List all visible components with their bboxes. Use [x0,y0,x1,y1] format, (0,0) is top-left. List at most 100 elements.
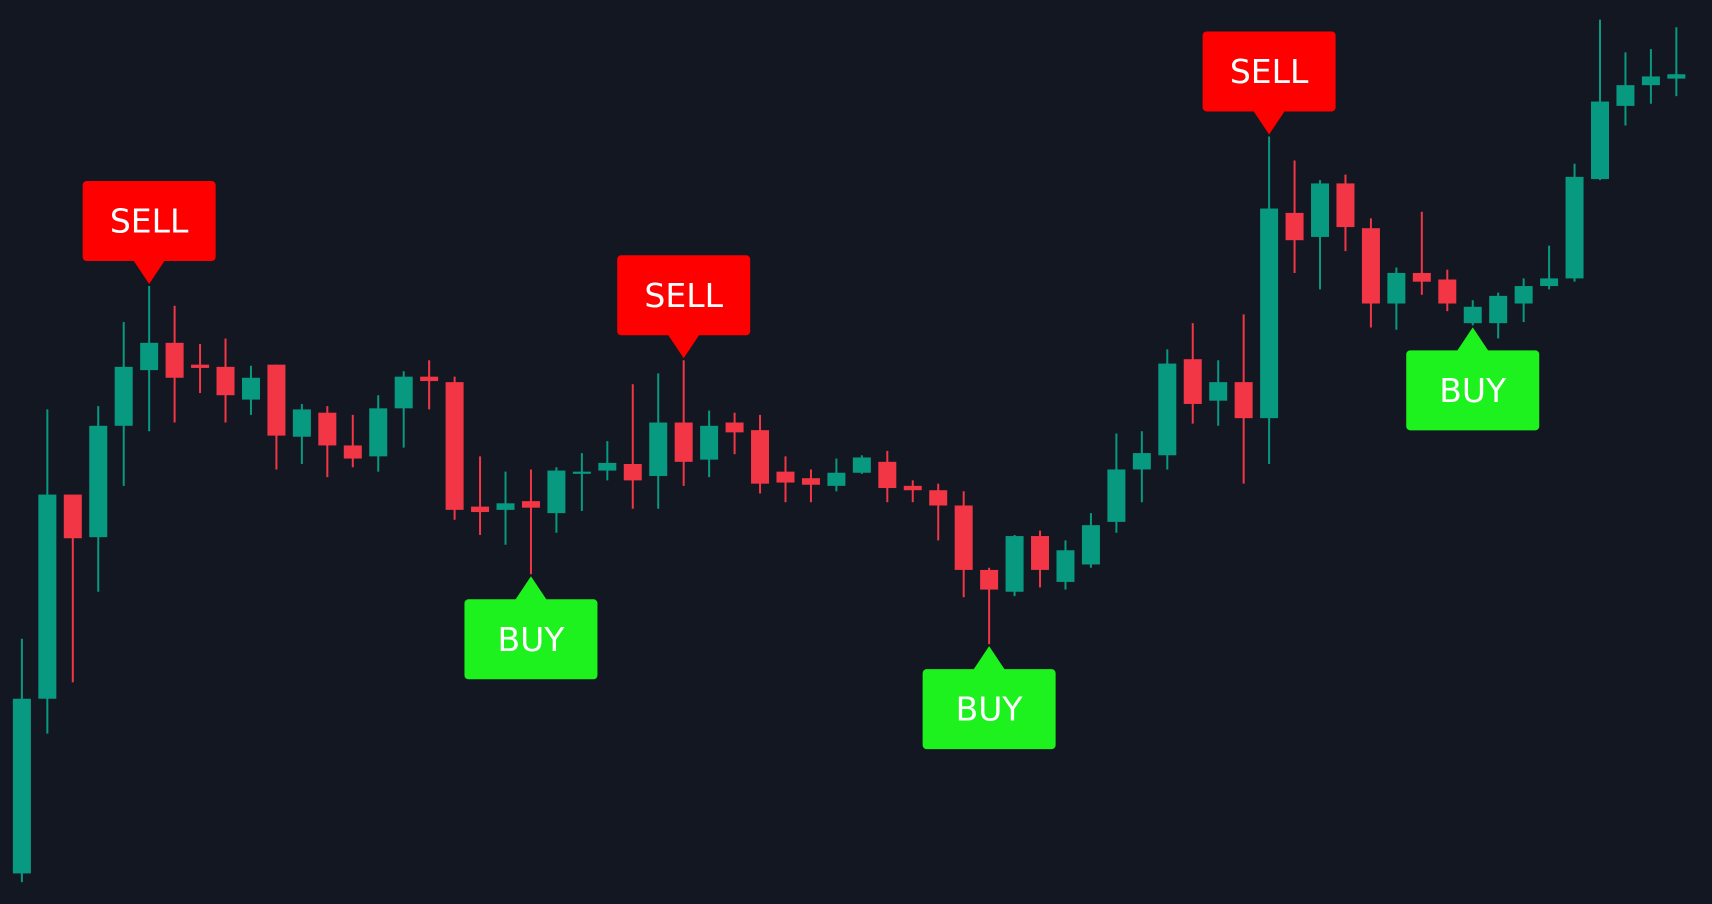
signal-marker: BUY [1406,327,1540,431]
candle [929,483,948,541]
candle-body [1031,536,1050,570]
signal-marker: SELL [1202,31,1336,135]
candle-body [852,457,871,473]
candle-body [445,382,464,510]
candle [547,467,566,533]
candle [1005,534,1024,597]
candle [292,403,311,465]
candle [216,338,235,423]
candle [649,373,668,509]
candle [89,406,108,592]
candle [674,360,693,486]
signal-marker: SELL [82,181,216,285]
candle-body [114,366,133,426]
signal-marker: BUY [922,646,1056,750]
candle-body [725,422,744,433]
candle-body [623,464,642,481]
candle [878,450,897,503]
candle [38,409,57,734]
candle [1489,292,1508,339]
candle-body [343,445,362,459]
candle-body [369,408,388,457]
candle-body [38,494,57,699]
candle [827,458,846,492]
candle [980,567,999,645]
candle [1132,431,1151,503]
candle-body [140,342,159,371]
candle-body [878,461,897,489]
candle-body [267,364,286,436]
candle [1641,49,1660,104]
candle [1285,160,1304,273]
candle [1591,19,1610,181]
candle [394,371,413,448]
candle [318,406,337,478]
candle-body [903,485,922,491]
candle [12,638,31,883]
candle-body [1107,469,1126,522]
candle [445,376,464,520]
signal-arrow [133,260,166,285]
candle [1616,52,1635,126]
candle [598,441,617,481]
candle-body [521,501,540,508]
candle-body [827,472,846,486]
candle [1209,360,1228,426]
candle [267,364,286,470]
candle [165,305,184,423]
candle [1081,513,1100,568]
candle [700,410,719,478]
candle-body [1412,272,1431,282]
candle-body [980,569,999,590]
candle [140,286,159,432]
candle-body [318,412,337,446]
candle-body [1463,306,1482,324]
signal-label: BUY [956,690,1024,729]
candle [751,414,770,494]
candle-body [1209,382,1228,401]
candle-body [700,425,719,460]
candle-body [1540,278,1559,287]
candle [420,360,439,410]
candle-body [63,494,82,539]
signal-label: BUY [1439,371,1507,410]
candle-body [776,471,795,483]
signal-label: BUY [497,620,565,659]
candle-body [89,425,108,538]
candle [1234,314,1253,484]
candle [623,384,642,509]
candle-body [751,430,770,484]
candle [1183,323,1202,424]
candle [725,412,744,455]
candle-body [572,471,591,474]
candle [1056,540,1075,590]
candle-body [241,377,260,400]
candle [1311,180,1330,290]
candle [63,494,82,683]
candle [903,480,922,503]
candle-body [1132,453,1151,470]
candle-body [1336,183,1355,228]
candle-body [1158,363,1177,456]
signal-label: SELL [1230,52,1309,91]
candle [471,456,490,535]
candle [572,453,591,511]
candle [521,469,540,575]
candle [191,343,210,394]
candle-body [1361,228,1380,304]
candle-body [12,698,31,874]
candle-body [496,503,515,510]
signal-marker: BUY [464,576,598,680]
candle-body [649,422,668,477]
candle-body [1514,286,1533,304]
candle-body [954,505,973,570]
candle-body [471,506,490,513]
candle [1540,245,1559,290]
candle [1107,433,1126,533]
candle [1387,267,1406,330]
candle [343,414,362,468]
candle [1514,278,1533,323]
